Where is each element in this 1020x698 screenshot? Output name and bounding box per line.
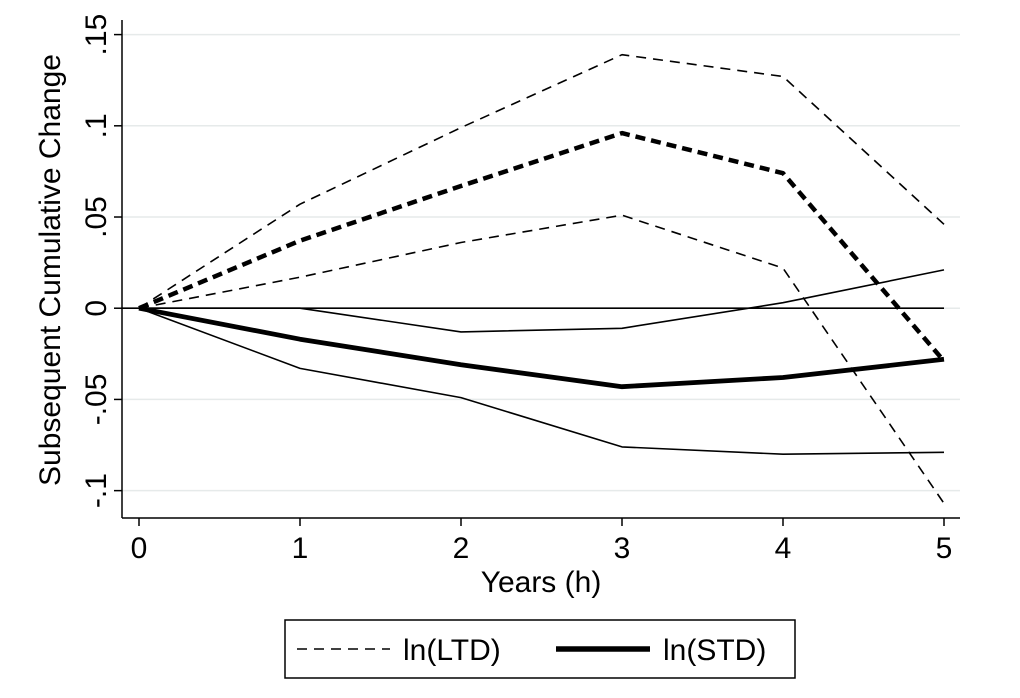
legend-label-ltd: ln(LTD)	[403, 634, 501, 667]
series-line-ln-ltd-upper-band	[138, 53, 945, 309]
x-tick-label: 3	[614, 532, 631, 565]
series-lines	[138, 53, 946, 504]
series-line-ln-ltd	[138, 130, 946, 363]
series-line-ln-std-upper-band	[139, 269, 945, 333]
y-tick-label: -.1	[80, 473, 113, 508]
y-tick-label: .05	[80, 196, 113, 238]
x-tick-label: 4	[775, 532, 792, 565]
x-tick-label: 5	[936, 532, 953, 565]
x-axis-title: Years (h)	[481, 566, 602, 599]
x-tick-label: 1	[292, 532, 309, 565]
series-line-ln-std	[138, 305, 945, 390]
series-line-ln-ltd-lower-band	[138, 214, 945, 504]
series-line-ln-std-lower-band	[138, 307, 945, 456]
y-tick-label: .1	[80, 113, 113, 138]
y-axis-title: Subsequent Cumulative Change	[34, 54, 67, 486]
y-tick-label: 0	[80, 300, 113, 317]
y-tick-label: -.05	[80, 374, 113, 426]
legend: ln(LTD) ln(STD)	[284, 619, 796, 679]
axes	[121, 20, 960, 519]
x-tick-label: 2	[453, 532, 470, 565]
x-tick-label: 0	[131, 532, 148, 565]
ticks: -.1 -.05 0 .05 .1 .15 0 1 2 3 4 5	[80, 14, 952, 565]
y-tick-label: .15	[80, 14, 113, 56]
legend-label-std: ln(STD)	[663, 634, 766, 667]
